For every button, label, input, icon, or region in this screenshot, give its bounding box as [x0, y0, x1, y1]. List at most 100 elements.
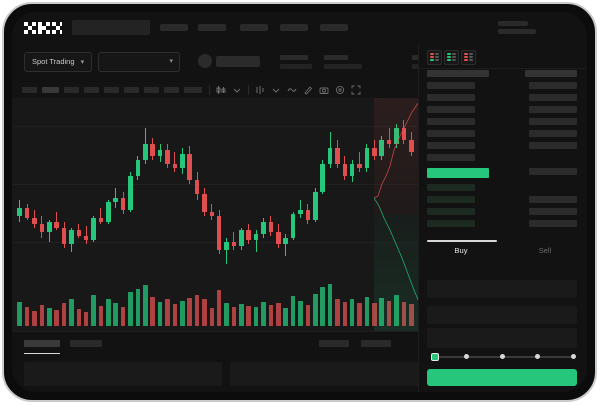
orderbook-ask-row[interactable] — [427, 118, 475, 125]
volume-bar — [202, 298, 207, 326]
orderbook-bid-row[interactable] — [427, 184, 475, 191]
timeframe-7[interactable] — [144, 87, 159, 93]
candle — [342, 104, 348, 304]
market-type-selector[interactable]: Spot Trading ▾ — [24, 52, 93, 72]
pair-selector[interactable]: ▾ — [98, 52, 180, 72]
orderbook-ask-row[interactable] — [427, 142, 475, 149]
candle — [290, 104, 296, 304]
depth-ask-area — [374, 98, 419, 215]
submit-buy-button[interactable] — [427, 369, 577, 386]
volume-bar — [268, 305, 274, 326]
orderbook-ask-row[interactable] — [427, 154, 475, 161]
chevron-down-icon[interactable] — [271, 85, 281, 95]
order-total-field[interactable] — [427, 328, 577, 348]
timeframe-9[interactable] — [184, 87, 202, 93]
price-chart[interactable] — [12, 98, 419, 332]
okx-logo-icon[interactable] — [24, 22, 62, 34]
candle — [135, 104, 141, 304]
candle — [335, 104, 340, 304]
orderbook-spread — [529, 168, 577, 175]
volume-bar — [401, 301, 407, 326]
orders-tab-underline — [24, 353, 60, 354]
orderbook-ask-row[interactable] — [427, 94, 475, 101]
timeframe-5[interactable] — [104, 87, 119, 93]
slider-node-25[interactable] — [464, 354, 469, 359]
candle — [209, 104, 215, 304]
volume-bar — [179, 300, 185, 326]
timeframe-2[interactable] — [42, 87, 59, 93]
pencil-icon[interactable] — [303, 85, 313, 95]
candle — [327, 104, 333, 304]
nav-account-2[interactable] — [498, 29, 536, 34]
volume-bar — [98, 305, 104, 326]
orderbook-ask-row[interactable] — [427, 106, 475, 113]
timeframe-6[interactable] — [124, 87, 139, 93]
volume-bar — [69, 298, 74, 326]
volume-bar — [54, 309, 59, 326]
search-input[interactable] — [72, 20, 150, 35]
nav-item-1[interactable] — [160, 24, 188, 31]
candlestick-icon[interactable] — [216, 85, 226, 95]
fullscreen-icon[interactable] — [351, 85, 361, 95]
chevron-down-icon[interactable] — [232, 85, 242, 95]
orderbook-rows[interactable] — [419, 70, 587, 230]
timeframe-4[interactable] — [84, 87, 99, 93]
candle — [120, 104, 126, 304]
orderbook-bid-row[interactable] — [427, 196, 475, 203]
volume-bar — [386, 300, 392, 326]
indicator-icon[interactable] — [255, 85, 265, 95]
orderbook-mode-bids[interactable] — [444, 50, 459, 65]
candle — [231, 104, 237, 304]
nav-account-1[interactable] — [498, 21, 528, 26]
timeframe-8[interactable] — [164, 87, 179, 93]
orderbook-ask-row[interactable] — [427, 82, 475, 89]
orderbook-mode-asks[interactable] — [461, 50, 476, 65]
nav-item-5[interactable] — [320, 24, 348, 31]
candle — [24, 104, 30, 304]
candle — [224, 104, 229, 304]
nav-item-3[interactable] — [240, 24, 268, 31]
orderbook-mode-both[interactable] — [427, 50, 442, 65]
orders-action-2[interactable] — [361, 340, 391, 347]
volume-bar — [83, 312, 89, 326]
order-price-field[interactable] — [427, 280, 577, 298]
orderbook-bid-row[interactable] — [427, 220, 475, 227]
chevron-down-icon: ▾ — [169, 58, 173, 65]
orders-action-1[interactable] — [319, 340, 349, 347]
volume-bar — [209, 308, 215, 326]
order-amount-field[interactable] — [427, 306, 577, 324]
amount-percentage-slider[interactable] — [431, 352, 576, 362]
tab-sell[interactable]: Sell — [538, 246, 552, 255]
slider-node-75[interactable] — [535, 354, 540, 359]
orders-tab-1[interactable] — [24, 340, 60, 347]
buy-tab-underline — [427, 240, 497, 242]
candle — [216, 104, 222, 304]
camera-icon[interactable] — [319, 85, 329, 95]
orders-tab-2[interactable] — [70, 340, 102, 347]
timeframe-1[interactable] — [22, 87, 37, 93]
volume-bar — [135, 288, 141, 326]
orders-card-1[interactable] — [24, 362, 222, 386]
candle — [69, 104, 74, 304]
orders-card-2[interactable] — [230, 362, 428, 386]
slider-node-100[interactable] — [570, 354, 576, 359]
candle — [165, 104, 170, 304]
slider-node-50[interactable] — [499, 354, 505, 359]
orderbook-ask-row[interactable] — [427, 130, 475, 137]
volume-bar — [32, 311, 37, 326]
volume-bar — [17, 301, 22, 326]
volume-bar — [305, 305, 311, 326]
nav-item-4[interactable] — [280, 24, 308, 31]
timeframe-3[interactable] — [64, 87, 79, 93]
candle — [91, 104, 96, 304]
depth-bid-area — [374, 215, 419, 332]
nav-item-2[interactable] — [198, 24, 226, 31]
wave-icon[interactable] — [287, 85, 297, 95]
orderbook-bid-row[interactable] — [427, 208, 475, 215]
volume-bar — [216, 290, 222, 326]
settings-icon[interactable] — [335, 85, 345, 95]
slider-handle[interactable] — [431, 352, 439, 361]
orderbook-bid-amount — [529, 220, 577, 227]
tab-buy[interactable]: Buy — [454, 246, 468, 255]
